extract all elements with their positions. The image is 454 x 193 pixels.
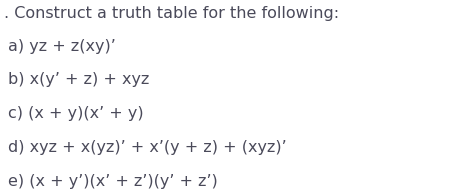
Text: . Construct a truth table for the following:: . Construct a truth table for the follow…	[4, 6, 339, 21]
Text: e) (x + y’)(x’ + z’)(y’ + z’): e) (x + y’)(x’ + z’)(y’ + z’)	[8, 174, 218, 189]
Text: b) x(y’ + z) + xyz: b) x(y’ + z) + xyz	[8, 72, 149, 87]
Text: d) xyz + x(yz)’ + x’(y + z) + (xyz)’: d) xyz + x(yz)’ + x’(y + z) + (xyz)’	[8, 140, 287, 155]
Text: c) (x + y)(x’ + y): c) (x + y)(x’ + y)	[8, 106, 144, 121]
Text: a) yz + z(xy)’: a) yz + z(xy)’	[8, 39, 116, 54]
